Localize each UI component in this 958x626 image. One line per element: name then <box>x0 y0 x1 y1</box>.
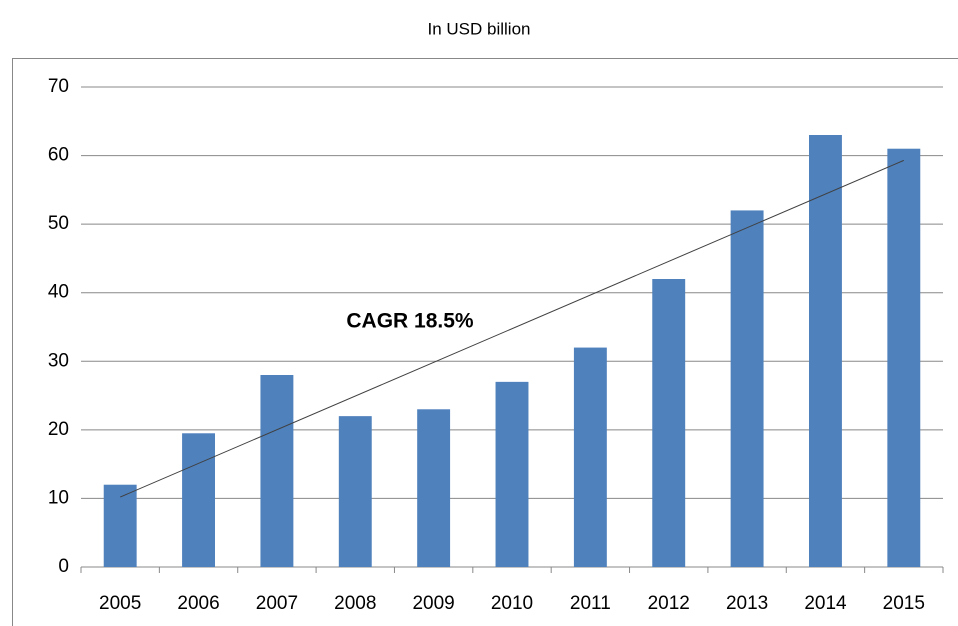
y-tick-label: 20 <box>48 419 69 440</box>
bar <box>730 210 764 567</box>
y-tick-label: 70 <box>48 76 69 97</box>
x-tick-label: 2005 <box>99 593 141 614</box>
x-tick-label: 2006 <box>177 593 219 614</box>
x-tick-label: 2012 <box>648 593 690 614</box>
bar <box>260 375 294 567</box>
bar <box>103 484 137 567</box>
annotation: CAGR 18.5% <box>346 310 474 333</box>
x-tick-label: 2014 <box>804 593 847 614</box>
x-tick-label: 2013 <box>726 593 768 614</box>
bar <box>338 416 372 567</box>
x-tick-label: 2009 <box>412 593 454 614</box>
y-tick-label: 30 <box>48 350 69 371</box>
y-tick-label: 60 <box>48 145 69 166</box>
bar <box>652 279 686 567</box>
x-tick-label: 2007 <box>256 593 298 614</box>
y-tick-label: 10 <box>48 487 69 508</box>
x-tick-label: 2011 <box>570 593 611 614</box>
x-tick-label: 2008 <box>334 593 376 614</box>
y-tick-label: 0 <box>58 556 69 577</box>
y-tick-label: 50 <box>48 213 69 234</box>
trend-line <box>119 159 905 498</box>
x-tick-label: 2010 <box>491 593 533 614</box>
x-tick-label: 2015 <box>883 593 925 614</box>
bar <box>182 433 216 567</box>
bar <box>417 409 451 567</box>
bar <box>887 148 921 567</box>
bar <box>808 135 842 567</box>
y-tick-label: 40 <box>48 282 69 303</box>
bar <box>495 381 529 567</box>
bar <box>573 347 607 567</box>
chart-title: In USD billion <box>428 19 531 38</box>
chart-frame <box>12 58 958 626</box>
